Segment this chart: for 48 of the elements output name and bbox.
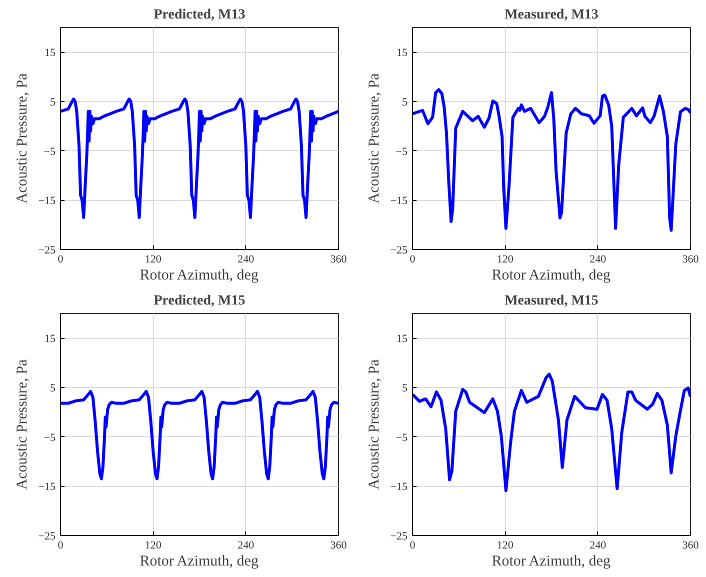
y-axis-title: Acoustic Pressure, Pa: [14, 358, 30, 490]
x-tick-label: 360: [682, 254, 700, 266]
x-axis-title: Rotor Azimuth, deg: [492, 554, 611, 570]
x-tick-label: 360: [682, 540, 700, 552]
x-tick-label: 120: [144, 254, 162, 266]
x-tick-label: 240: [590, 254, 607, 266]
x-tick-label: 120: [144, 540, 162, 552]
x-tick-label: 240: [238, 540, 255, 552]
y-axis-title: Acoustic Pressure, Pa: [366, 72, 382, 204]
x-axis-title: Rotor Azimuth, deg: [140, 554, 259, 570]
x-tick-label: 0: [58, 254, 64, 266]
y-tick-label: −25: [390, 530, 408, 542]
y-tick-label: 15: [44, 333, 56, 346]
y-tick-label: −15: [38, 481, 56, 494]
y-tick-label: −15: [390, 195, 408, 208]
x-tick-label: 0: [410, 540, 416, 552]
y-tick-label: −15: [390, 481, 408, 494]
y-tick-label: −5: [396, 432, 408, 444]
y-tick-label: 5: [402, 382, 408, 394]
x-tick-label: 240: [238, 254, 255, 266]
y-axis-title: Acoustic Pressure, Pa: [14, 72, 30, 204]
y-tick-label: 15: [396, 47, 408, 60]
x-axis-title: Rotor Azimuth, deg: [492, 268, 611, 284]
y-tick-label: −25: [38, 244, 56, 256]
x-tick-label: 0: [410, 254, 416, 266]
y-tick-label: 15: [396, 333, 408, 346]
x-tick-label: 0: [58, 540, 64, 552]
chart-title: Measured, M15: [504, 294, 598, 308]
x-tick-label: 360: [330, 254, 348, 266]
y-tick-label: 15: [44, 47, 56, 60]
y-tick-label: −5: [44, 146, 56, 158]
x-tick-label: 240: [590, 540, 607, 552]
y-tick-label: 5: [50, 96, 56, 108]
y-tick-label: −5: [396, 146, 408, 158]
chart-title: Predicted, M13: [154, 8, 246, 22]
x-tick-label: 120: [496, 540, 514, 552]
chart-title: Measured, M13: [504, 8, 598, 22]
chart-title: Predicted, M15: [154, 294, 246, 308]
y-axis-title: Acoustic Pressure, Pa: [366, 358, 382, 490]
x-tick-label: 120: [496, 254, 514, 266]
y-tick-label: 5: [50, 382, 56, 394]
y-tick-label: −5: [44, 432, 56, 444]
x-tick-label: 360: [330, 540, 348, 552]
y-tick-label: 5: [402, 96, 408, 108]
y-tick-label: −15: [38, 195, 56, 208]
y-tick-label: −25: [38, 530, 56, 542]
y-tick-label: −25: [390, 244, 408, 256]
x-axis-title: Rotor Azimuth, deg: [140, 268, 259, 284]
